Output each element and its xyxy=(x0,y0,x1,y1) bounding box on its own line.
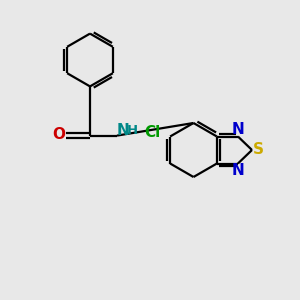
Text: O: O xyxy=(52,127,65,142)
Text: H: H xyxy=(127,124,138,137)
Text: N: N xyxy=(232,122,244,137)
Text: Cl: Cl xyxy=(144,125,160,140)
Text: N: N xyxy=(232,163,244,178)
Text: N: N xyxy=(117,123,129,138)
Text: S: S xyxy=(253,142,264,157)
